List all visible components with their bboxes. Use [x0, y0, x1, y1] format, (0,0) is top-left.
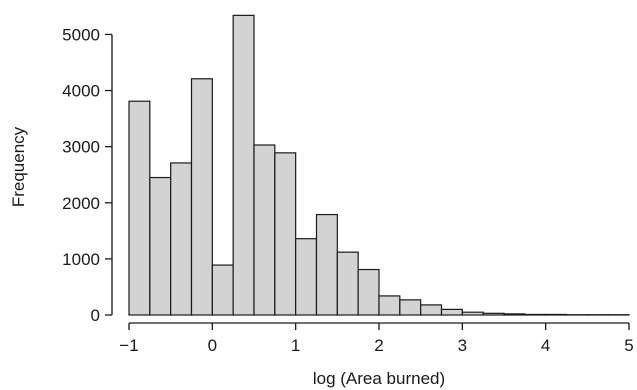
histogram-bar	[295, 238, 318, 316]
histogram-bar	[211, 264, 234, 316]
histogram-bar	[503, 313, 526, 316]
histogram-bar	[336, 251, 359, 316]
histogram-bar	[545, 313, 568, 316]
histogram-bar	[420, 304, 443, 316]
histogram-bar	[482, 312, 505, 316]
x-tick-label: −1	[119, 336, 138, 355]
histogram-bar	[232, 14, 255, 316]
histogram-bar	[357, 268, 380, 316]
x-tick-label: 1	[291, 336, 300, 355]
histogram-bar	[149, 176, 172, 316]
x-tick-label: 5	[624, 336, 633, 355]
x-tick-label: 2	[374, 336, 383, 355]
x-tick-label: 3	[458, 336, 467, 355]
x-tick-label: 4	[541, 336, 550, 355]
histogram-bar	[399, 299, 422, 316]
histogram-bar	[253, 144, 276, 316]
histogram-bar	[274, 152, 297, 316]
y-tick-label: 0	[91, 306, 100, 325]
y-tick-label: 2000	[62, 194, 100, 213]
y-axis-label: Frequency	[9, 126, 28, 207]
histogram-bar	[190, 78, 213, 316]
y-tick-label: 4000	[62, 82, 100, 101]
x-axis-ticks: −1 0 1 2 3 4 5	[119, 323, 634, 355]
histogram-bar	[378, 295, 401, 316]
histogram-bar	[128, 100, 151, 316]
y-tick-label: 5000	[62, 25, 100, 44]
histogram-bar	[170, 162, 193, 316]
histogram-bar	[315, 213, 338, 316]
x-tick-label: 0	[208, 336, 217, 355]
y-tick-label: 1000	[62, 250, 100, 269]
histogram-bar	[461, 311, 484, 316]
histogram-bars	[128, 14, 630, 316]
y-tick-label: 3000	[62, 138, 100, 157]
x-axis-label: log (Area burned)	[313, 369, 445, 388]
histogram-bar	[524, 313, 547, 316]
y-axis-ticks: 0 1000 2000 3000 4000 5000	[62, 25, 112, 325]
histogram-bar	[440, 308, 463, 316]
